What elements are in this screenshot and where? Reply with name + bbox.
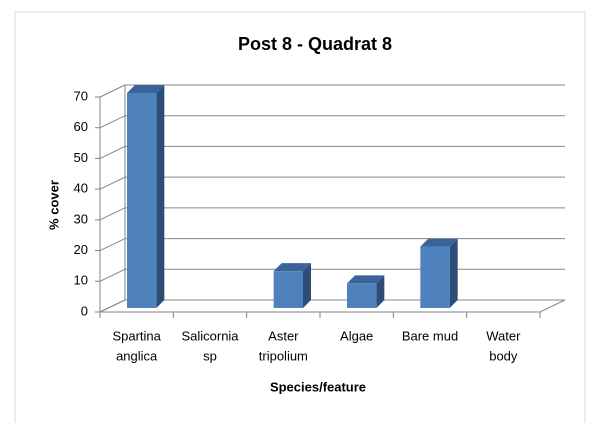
x-tick-label: Aster <box>268 328 299 343</box>
grid-line <box>99 299 565 313</box>
y-tick-label: 70 <box>74 88 88 103</box>
bar <box>127 93 157 308</box>
x-axis-title: Species/feature <box>270 379 366 394</box>
chart-frame <box>14 11 586 423</box>
x-tick-label: anglica <box>116 348 158 363</box>
x-tick-label: sp <box>203 348 217 363</box>
bar-top <box>273 263 311 272</box>
x-tick-label: Salicornia <box>181 328 239 343</box>
y-tick-label: 40 <box>74 181 88 196</box>
bar <box>273 271 303 308</box>
bar-side <box>303 263 311 308</box>
grid-line <box>99 115 565 129</box>
grid-line <box>99 268 565 282</box>
y-axis-title: % cover <box>46 180 61 230</box>
x-tick-label: body <box>489 348 518 363</box>
grid-line <box>99 145 565 159</box>
bar-side <box>376 275 385 308</box>
y-tick-label: 50 <box>74 150 88 165</box>
bar-side <box>449 238 458 308</box>
grid-line <box>99 238 565 252</box>
y-tick-label: 20 <box>74 242 88 257</box>
y-tick-label: 0 <box>81 303 88 318</box>
bar <box>347 283 377 308</box>
bar-side <box>156 85 165 308</box>
x-tick-label: Bare mud <box>402 328 458 343</box>
x-tick-label: Algae <box>340 328 373 343</box>
grid-line <box>99 207 565 221</box>
bar <box>420 246 450 308</box>
floor <box>99 299 566 313</box>
chart-title: Post 8 - Quadrat 8 <box>238 34 392 54</box>
y-tick-label: 30 <box>74 211 88 226</box>
y-tick-label: 10 <box>74 273 88 288</box>
grid-line <box>99 176 565 190</box>
bar-top <box>420 238 458 247</box>
x-tick-label: Spartina <box>112 328 161 343</box>
bar-top <box>347 275 385 284</box>
y-tick-label: 60 <box>74 119 88 134</box>
x-tick-label: tripolium <box>259 348 308 363</box>
grid-line <box>99 84 565 98</box>
x-tick-label: Water <box>486 328 521 343</box>
bar-top <box>127 85 165 93</box>
